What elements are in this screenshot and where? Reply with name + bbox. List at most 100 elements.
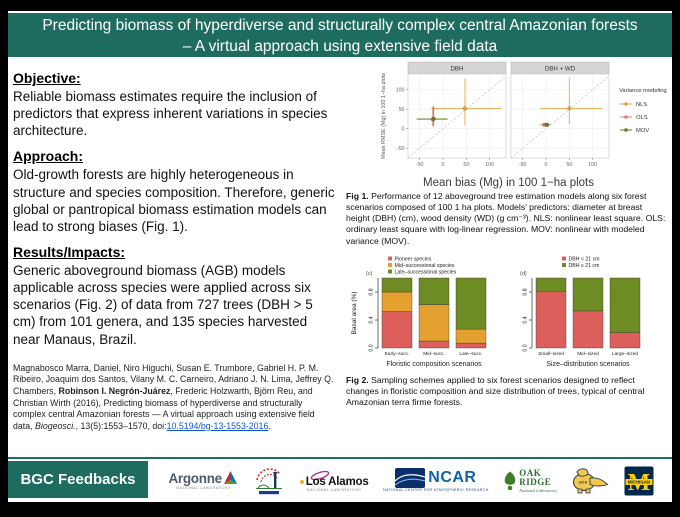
los-alamos-logo: Los Alamos NATIONAL LABORATORY xyxy=(299,470,369,492)
svg-text:Mid–succ.: Mid–succ. xyxy=(423,351,445,357)
slide-title: Predicting biomass of hyperdiverse and s… xyxy=(8,13,672,57)
svg-text:100: 100 xyxy=(485,162,494,168)
logo-strip: Argonne NATIONAL LABORATORY xyxy=(150,459,672,502)
footer: BGC Feedbacks Argonne NATIONAL LABORATOR… xyxy=(8,459,672,502)
svg-text:Basal area (%): Basal area (%) xyxy=(351,291,358,334)
svg-text:0: 0 xyxy=(442,162,445,168)
fig2-caption-label: Fig 2. xyxy=(346,374,369,385)
fig1-caption-text: Performance of 12 aboveground tree estim… xyxy=(346,191,666,246)
svg-text:0.4: 0.4 xyxy=(523,316,529,323)
svg-text:NLS: NLS xyxy=(636,102,647,108)
ncar-wordmark: NCAR xyxy=(428,469,477,487)
svg-text:(c): (c) xyxy=(366,271,373,277)
argonne-logo: Argonne NATIONAL LABORATORY xyxy=(168,471,238,490)
fig2-caption: Fig 2. Sampling schemes applied to six f… xyxy=(346,375,666,408)
ncar-flag-icon xyxy=(395,468,426,489)
approach-text: Old-growth forests are highly heterogene… xyxy=(13,167,335,234)
fig2-charts: Pioneer species Mid–successional species L… xyxy=(346,254,670,374)
fig1-caption-label: Fig 1. xyxy=(346,191,369,201)
svg-text:DBH: DBH xyxy=(450,66,463,73)
slide-title-line1: Predicting biomass of hyperdiverse and s… xyxy=(42,17,638,34)
svg-text:50: 50 xyxy=(463,162,469,168)
approach-heading: Approach: xyxy=(13,148,83,165)
svg-text:-50: -50 xyxy=(397,146,405,152)
svg-text:0.4: 0.4 xyxy=(369,316,375,323)
oak-ridge-word2: RIDGE xyxy=(519,476,552,487)
mascot-text: UCA xyxy=(579,480,588,485)
citation-body: , Frederic Holzwarth, Björn Reu, and Chr… xyxy=(13,385,315,431)
svg-text:0: 0 xyxy=(545,162,548,168)
right-column: Mean RMSE (Mg) in 100 1−ha plots DBH -50 0 5… xyxy=(342,60,672,457)
michigan-banner-text: MICHIGAN xyxy=(627,479,649,484)
argonne-wordmark: Argonne xyxy=(168,471,222,486)
michigan-logo: M MICHIGAN xyxy=(624,466,654,496)
svg-text:0: 0 xyxy=(402,127,405,133)
oak-ridge-word1: OAK xyxy=(519,467,542,478)
svg-text:0.0: 0.0 xyxy=(523,344,529,351)
svg-text:-50: -50 xyxy=(416,162,424,168)
oak-leaf-icon xyxy=(504,471,516,490)
footer-accent-line xyxy=(8,457,672,459)
svg-text:50: 50 xyxy=(566,162,572,168)
fig2-size-chart: DBH < 21 cm DBH ≥ 21 cm (d) 0.0 0.4 0.8 Small–… xyxy=(500,254,654,374)
citation-journal: Biogeosci. xyxy=(35,420,76,431)
svg-text:(d): (d) xyxy=(520,271,527,277)
results-heading: Results/Impacts: xyxy=(13,243,126,260)
svg-text:0.8: 0.8 xyxy=(523,288,529,295)
los-alamos-subtext: NATIONAL LABORATORY xyxy=(306,486,362,492)
bgc-feedbacks-badge: BGC Feedbacks xyxy=(8,461,148,498)
svg-text:DBH + WD: DBH + WD xyxy=(545,66,576,73)
svg-text:100: 100 xyxy=(588,162,597,168)
svg-text:0.0: 0.0 xyxy=(369,344,375,351)
atom-swoosh-icon xyxy=(310,470,330,480)
svg-text:Mean bias (Mg) in 100 1−ha plo: Mean bias (Mg) in 100 1−ha plots xyxy=(423,177,594,189)
citation-highlight-author: Robinson I. Negrón-Juárez xyxy=(58,385,171,396)
svg-text:Mid–sized: Mid–sized xyxy=(577,351,599,357)
svg-text:0.8: 0.8 xyxy=(369,288,375,295)
content-columns: Objective: Reliable biomass estimates re… xyxy=(8,60,672,457)
mascot-logo: UCA xyxy=(573,468,609,494)
svg-text:Late–succ.: Late–succ. xyxy=(459,351,482,357)
los-alamos-dot-icon xyxy=(299,479,304,484)
objective-heading: Objective: xyxy=(13,70,81,86)
slide: Predicting biomass of hyperdiverse and s… xyxy=(8,11,672,502)
svg-text:Floristic composition scenario: Floristic composition scenarios xyxy=(386,361,482,368)
left-column: Objective: Reliable biomass estimates re… xyxy=(8,60,342,457)
inpa-logo xyxy=(256,467,283,494)
svg-text:Large–sized: Large–sized xyxy=(612,351,638,357)
svg-text:100: 100 xyxy=(396,88,405,94)
svg-text:OLS: OLS xyxy=(636,115,648,121)
doi-link[interactable]: 10.5194/bg-13-1553-2016 xyxy=(166,420,269,431)
svg-text:Variance modeling: Variance modeling xyxy=(619,88,667,94)
svg-text:MOV: MOV xyxy=(636,128,649,134)
slide-title-line2: – A virtual approach using extensive fie… xyxy=(182,38,498,55)
svg-text:Mean RMSE (Mg) in 100 1−ha plo: Mean RMSE (Mg) in 100 1−ha plots xyxy=(381,73,387,159)
svg-text:Mid–successional species: Mid–successional species xyxy=(395,263,455,269)
results-text: Generic aboveground biomass (AGB) models… xyxy=(13,262,313,347)
argonne-triangle-icon xyxy=(223,471,237,484)
svg-text:50: 50 xyxy=(399,107,405,113)
svg-text:-50: -50 xyxy=(519,162,527,168)
citation: Magnabosco Marra, Daniel, Niro Higuchi, … xyxy=(13,363,336,433)
svg-text:DBH ≥ 21 cm: DBH ≥ 21 cm xyxy=(569,263,600,269)
fig1-caption: Fig 1. Performance of 12 aboveground tre… xyxy=(346,191,666,247)
los-alamos-wordmark: Los Alamos xyxy=(305,475,369,488)
objective-text: Reliable biomass estimates require the i… xyxy=(13,89,328,139)
fig1-chart: Mean RMSE (Mg) in 100 1−ha plots DBH -50 0 5… xyxy=(378,60,670,190)
svg-text:Early–succ.: Early–succ. xyxy=(385,351,410,357)
svg-text:Pioneer species: Pioneer species xyxy=(395,256,432,262)
svg-text:Late–successional species: Late–successional species xyxy=(395,269,457,275)
citation-authors-1: Magnabosco Marra, Daniel, Niro Higuchi, … xyxy=(13,362,334,396)
fig2-caption-text: Sampling schemes applied to six forest s… xyxy=(346,374,645,407)
ncar-subtext: NATIONAL CENTER FOR ATMOSPHERIC RESEARCH xyxy=(382,488,489,493)
oak-ridge-logo: OAK RIDGE National Laboratory xyxy=(503,467,557,493)
citation-volume: , 13(5):1553–1570, doi: xyxy=(75,420,167,431)
fig2-floristic-chart: Pioneer species Mid–successional species L… xyxy=(346,254,500,374)
argonne-subtext: NATIONAL LABORATORY xyxy=(176,485,232,490)
oak-ridge-subtext: National Laboratory xyxy=(519,487,557,493)
svg-text:Small–sized: Small–sized xyxy=(538,351,564,357)
citation-period: . xyxy=(268,420,271,431)
svg-text:DBH < 21 cm: DBH < 21 cm xyxy=(569,256,600,262)
ncar-logo: NCAR NATIONAL CENTER FOR ATMOSPHERIC RES… xyxy=(383,468,489,493)
svg-text:Size–distribution scenarios: Size–distribution scenarios xyxy=(546,361,630,368)
